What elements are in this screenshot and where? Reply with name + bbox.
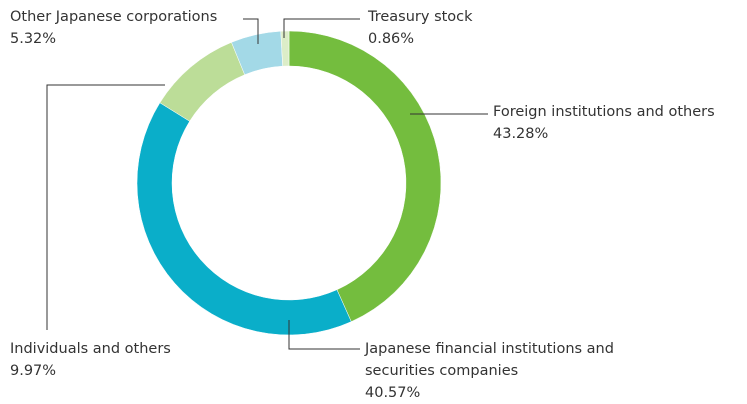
value-label: 9.97% [10, 363, 57, 379]
category-name: Japanese financial institutions and secu… [365, 341, 614, 379]
slice-label: Treasury stock 0.86% [368, 6, 568, 50]
leader-line [46, 84, 165, 330]
category-name: Individuals and others [10, 341, 171, 357]
value-label: 0.86% [368, 31, 415, 47]
donut-segment [288, 30, 442, 322]
donut-segment [159, 41, 246, 122]
value-label: 43.28% [493, 126, 549, 142]
leader-lines [46, 18, 488, 350]
category-name: Treasury stock [368, 9, 473, 25]
value-label: 40.57% [365, 385, 421, 401]
leader-line [243, 18, 259, 44]
donut-segment [136, 102, 352, 336]
slice-label: Japanese financial institutions and secu… [365, 338, 655, 404]
leader-line [288, 320, 360, 350]
value-label: 5.32% [10, 31, 57, 47]
category-name: Foreign institutions and others [493, 104, 715, 120]
slice-label: Other Japanese corporations 5.32% [10, 6, 250, 50]
category-name: Other Japanese corporations [10, 9, 218, 25]
slice-label: Individuals and others 9.97% [10, 338, 260, 382]
slice-label: Foreign institutions and others 43.28% [493, 101, 743, 145]
leader-line [283, 18, 360, 38]
